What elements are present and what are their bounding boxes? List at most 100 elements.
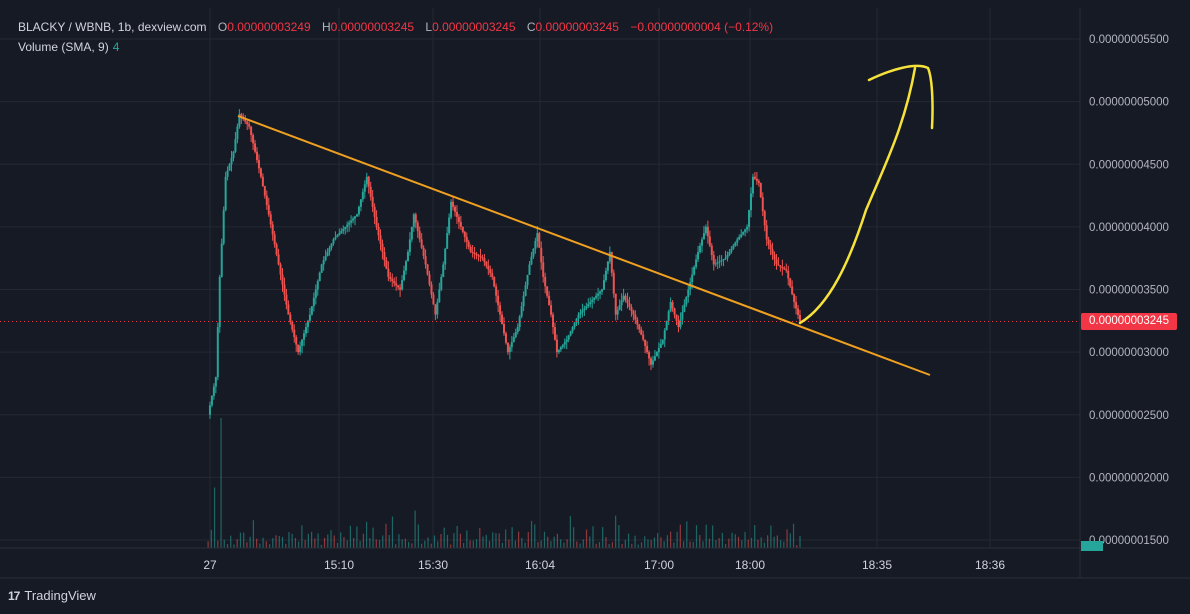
- candle-body: [479, 256, 482, 258]
- candle-body: [738, 236, 741, 240]
- candle-body: [671, 302, 674, 309]
- candle-body: [412, 214, 415, 227]
- hand-drawn-arrow[interactable]: [798, 64, 934, 325]
- symbol-title[interactable]: BLACKY / WBNB, 1b, dexview.com: [18, 20, 207, 34]
- time-tick-label: 18:36: [975, 558, 1005, 572]
- candle-body: [755, 178, 758, 181]
- candle-body: [254, 143, 257, 152]
- volume-bar: [365, 521, 368, 548]
- volume-bar: [783, 541, 785, 548]
- candle-body: [265, 195, 268, 205]
- candle-body: [655, 352, 658, 357]
- candle-body: [718, 261, 721, 263]
- candle-body: [634, 314, 637, 320]
- volume-bar: [608, 543, 610, 548]
- volume-bar: [463, 542, 465, 548]
- volume-bar: [288, 532, 290, 548]
- candle-body: [538, 233, 541, 248]
- volume-bar: [779, 540, 782, 548]
- candle-body: [695, 259, 698, 267]
- volume-bar: [737, 536, 740, 548]
- candle-body: [491, 273, 494, 277]
- candle-body: [416, 222, 419, 232]
- volume-bar: [236, 539, 238, 548]
- candle-body: [220, 243, 223, 277]
- price-tick-label: 0.00000003000: [1089, 347, 1169, 359]
- volume-bars: [207, 418, 801, 548]
- candle-body: [426, 264, 429, 275]
- time-axis[interactable]: 27 15:10 15:30 16:04 17:00 18:00 18:35 18:36: [203, 558, 1005, 572]
- volume-bar: [511, 527, 513, 548]
- trend-line[interactable]: [237, 115, 931, 376]
- candle-body: [767, 239, 770, 245]
- volume-bar: [275, 535, 277, 548]
- candle-body: [722, 259, 725, 261]
- volume-bar: [563, 542, 565, 548]
- candle-body: [575, 318, 578, 323]
- candle-body: [246, 121, 249, 125]
- volume-bar: [485, 534, 487, 548]
- candle-body: [338, 233, 341, 236]
- volume-bar: [540, 540, 542, 548]
- candle-body: [601, 289, 604, 292]
- volume-bar: [259, 543, 261, 548]
- volume-bar: [362, 533, 364, 548]
- candle-body: [236, 126, 239, 140]
- candle-body: [626, 299, 629, 304]
- tradingview-logo-icon: 17: [8, 588, 20, 603]
- volume-bar: [430, 543, 432, 548]
- candle-body: [661, 339, 664, 344]
- volume-bar: [239, 532, 242, 548]
- candle-body: [275, 244, 278, 255]
- volume-label[interactable]: Volume (SMA, 9): [18, 40, 109, 54]
- candle-body: [226, 170, 229, 177]
- candle-body: [252, 135, 255, 144]
- candle-body: [522, 295, 525, 307]
- candle-body: [638, 324, 641, 330]
- candle-body: [348, 222, 351, 225]
- volume-bar: [560, 539, 562, 548]
- volume-bar: [634, 535, 636, 548]
- candle-body: [487, 265, 490, 270]
- volume-bar: [650, 539, 652, 548]
- candle-body: [422, 247, 425, 257]
- candle-body: [555, 339, 558, 353]
- candle-body: [510, 342, 513, 348]
- volume-bar: [640, 542, 643, 548]
- tradingview-brand[interactable]: 17 TradingView: [8, 588, 96, 603]
- candle-body: [642, 334, 645, 340]
- volume-bar: [731, 532, 733, 548]
- volume-bar: [372, 527, 374, 548]
- candle-body: [783, 268, 786, 270]
- volume-bar: [323, 537, 326, 548]
- volume-bar: [514, 540, 516, 548]
- change-value: −0.00000000004 (−0.12%): [630, 20, 774, 34]
- candle-body: [493, 276, 496, 287]
- volume-bar: [356, 526, 358, 548]
- price-axis[interactable]: 0.00000005500 0.00000005000 0.00000004500 0…: [1089, 34, 1169, 547]
- volume-bar: [598, 541, 601, 548]
- candle-body: [322, 260, 325, 265]
- volume-bar: [527, 532, 529, 548]
- candle-body: [691, 274, 694, 282]
- candle-body: [552, 314, 555, 328]
- close-label: C: [526, 20, 536, 34]
- volume-bar: [786, 529, 788, 548]
- volume-bar: [469, 540, 471, 548]
- volume-bar: [689, 541, 691, 548]
- chart-legend: BLACKY / WBNB, 1b, dexview.com O0.000000…: [18, 17, 773, 57]
- candle-body: [775, 259, 778, 265]
- candle-body: [751, 176, 754, 194]
- volume-bar: [653, 537, 656, 548]
- candle-body: [461, 226, 464, 232]
- candle-body: [216, 327, 219, 378]
- time-tick-label: 18:35: [862, 558, 892, 572]
- volume-bar: [223, 539, 225, 548]
- candle-body: [742, 231, 745, 235]
- candle-body: [303, 333, 306, 340]
- candle-body: [675, 314, 678, 321]
- volume-bar: [553, 536, 555, 548]
- candle-body: [620, 300, 623, 306]
- candle-body: [334, 237, 337, 240]
